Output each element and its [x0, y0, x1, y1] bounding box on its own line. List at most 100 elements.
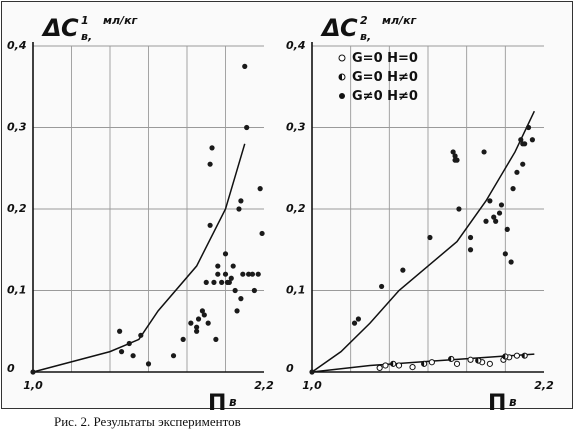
data-point-filled [529, 137, 536, 143]
data-point-filled [207, 161, 213, 167]
series-line [311, 353, 535, 373]
data-point-filled [259, 230, 265, 237]
x-axis-label-subscript: в [229, 395, 237, 409]
data-point-filled [467, 234, 474, 241]
y-tick-label: 0,1 [7, 284, 27, 297]
data-point-filled [379, 283, 385, 290]
y-tick-label: 0,2 [286, 202, 306, 215]
data-point-half [421, 360, 428, 367]
x-axis-label-main: П [488, 391, 506, 416]
y-tick-label: 0 [7, 362, 15, 375]
y-tick-label: 0,1 [286, 284, 306, 297]
x-tick-label: 2,2 [534, 379, 554, 392]
data-point-filled [238, 296, 244, 302]
data-point-filled [199, 308, 205, 314]
data-point-open [409, 364, 416, 371]
data-point-open [486, 360, 493, 367]
data-point-filled [240, 271, 246, 277]
data-point-half-fill [475, 357, 479, 364]
y-tick-label: 0,4 [286, 39, 306, 52]
legend-marker-open [338, 54, 346, 62]
data-point-filled [219, 279, 225, 285]
legend-label: G=0 H=0 [352, 51, 418, 66]
data-point-filled [487, 198, 493, 204]
data-point-filled [514, 169, 520, 175]
data-point-filled [203, 279, 209, 285]
data-point-filled [522, 141, 528, 147]
x-tick-label: 2,2 [254, 379, 274, 392]
data-point-filled [502, 251, 508, 257]
data-point-filled [209, 145, 215, 151]
data-point-filled [145, 361, 152, 367]
data-point-filled [138, 332, 144, 338]
data-point-filled [456, 206, 462, 212]
y-tick-label: 0 [286, 362, 294, 375]
y-axis-label-subscript: в, [81, 30, 92, 43]
data-point-filled [238, 198, 244, 204]
data-point-filled [170, 353, 177, 359]
data-point-filled [309, 369, 315, 375]
y-axis-label-delta: Δ [41, 14, 62, 42]
data-point-filled [188, 320, 194, 326]
data-point-filled [232, 287, 238, 294]
figure-caption: Рис. 2. Результаты экспериментов [54, 414, 241, 429]
data-point-filled [257, 186, 263, 192]
data-point-filled [525, 124, 532, 131]
data-point-filled [230, 263, 236, 269]
data-point-filled [491, 214, 497, 220]
data-point-filled [222, 271, 229, 277]
data-point-filled [510, 186, 516, 192]
data-point-filled [211, 279, 217, 285]
data-point-half [448, 355, 455, 363]
data-point-filled [215, 263, 221, 269]
data-point-filled [450, 149, 456, 155]
data-point-filled [228, 275, 234, 281]
data-point-filled [117, 328, 123, 334]
chart-2: 0 0,1 0,2 0,3 0,4 1,0 2,2 Δ C 2 в, мл/кг П в G=0 H=0 G=… [286, 14, 554, 416]
data-point-filled [454, 157, 460, 163]
data-point-filled [194, 328, 200, 334]
data-point-open [467, 356, 474, 363]
y-axis-unit: мл/кг [103, 14, 139, 27]
data-point-filled [130, 353, 136, 359]
data-point-filled [481, 149, 487, 155]
y-axis-label-delta: Δ [320, 14, 341, 42]
y-tick-label: 0,2 [7, 202, 27, 215]
data-point-filled [467, 247, 474, 253]
data-point-filled [234, 308, 240, 314]
data-point-filled [355, 316, 361, 322]
data-point-open [395, 362, 403, 369]
x-axis-label-subscript: в [509, 395, 517, 409]
legend-marker-half-fill [339, 74, 342, 80]
data-point-filled [195, 316, 202, 322]
data-point-filled [205, 320, 211, 326]
figure-frame [1, 1, 573, 409]
y-axis-label-superscript: 2 [360, 14, 368, 27]
data-point-half-fill [502, 353, 506, 360]
legend-label: G≠0 H≠0 [352, 89, 418, 104]
data-point-half [521, 352, 528, 359]
data-point-filled [483, 218, 489, 224]
series-line [311, 110, 536, 373]
legend-label: G=0 H≠0 [352, 70, 418, 85]
data-point-filled [30, 369, 36, 375]
data-point-filled [504, 226, 510, 232]
data-point-open [376, 364, 383, 372]
data-point-filled [246, 271, 252, 277]
data-point-filled [251, 287, 257, 294]
data-point-half-fill [390, 361, 394, 367]
y-axis-label-main: C [61, 14, 79, 42]
data-point-open [428, 359, 435, 366]
data-point-filled [508, 259, 514, 265]
y-axis-label-subscript: в, [360, 30, 371, 43]
data-point-filled [126, 340, 132, 347]
data-point-filled [236, 206, 242, 212]
x-axis-label-main: П [208, 391, 226, 416]
series-line [32, 143, 246, 373]
data-point-filled [180, 336, 186, 342]
data-point-filled [351, 320, 358, 326]
data-point-filled [215, 271, 221, 277]
data-point-filled [255, 271, 261, 277]
data-point-filled [242, 63, 248, 69]
